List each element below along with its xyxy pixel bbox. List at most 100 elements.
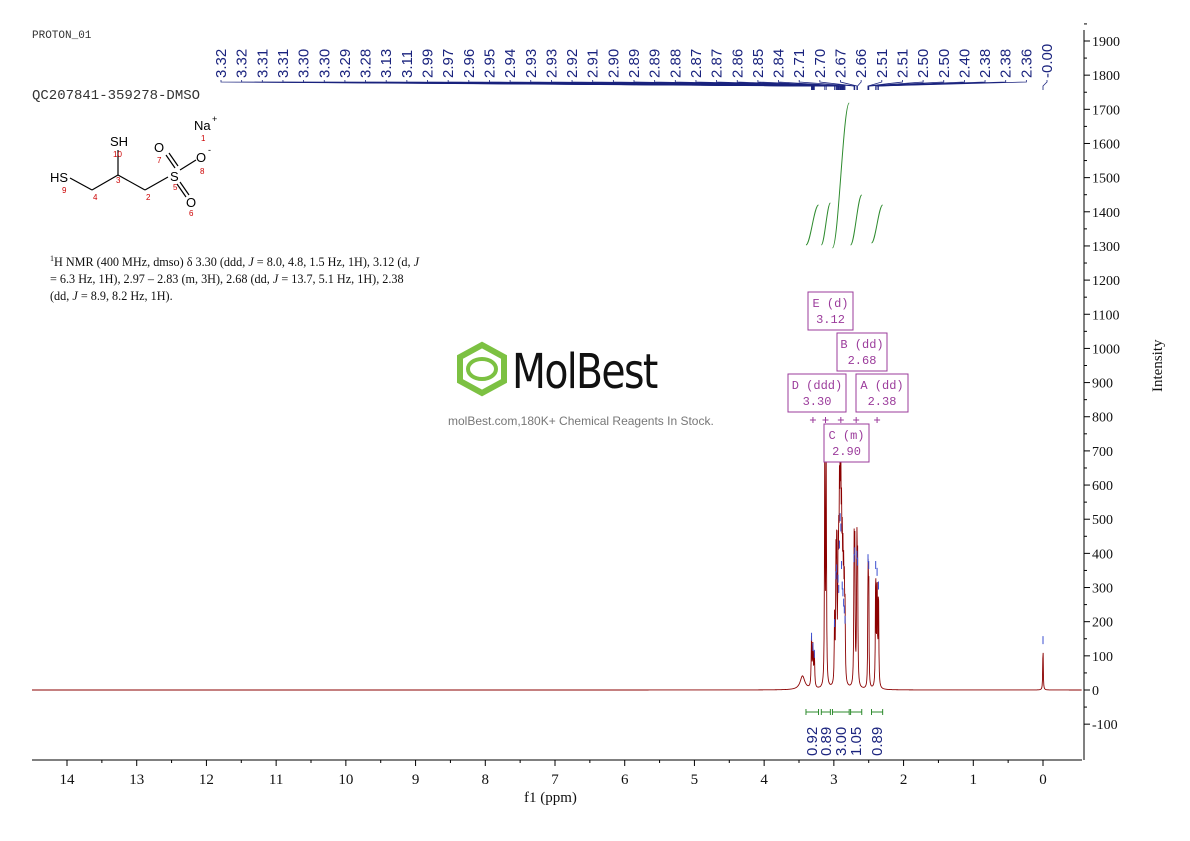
peak-label-leader [716,80,844,90]
x-axis-label: f1 (ppm) [524,790,577,806]
x-tick-label: 8 [482,772,490,788]
y-tick-label: 700 [1092,445,1113,460]
multiplet-label: C (m) [828,429,864,443]
peak-shift-label: 3.31 [275,49,292,78]
peak-shift-label: 2.87 [709,49,726,78]
peak-shift-label: 3.32 [213,49,230,78]
peak-shift-label: 2.88 [667,49,684,78]
x-tick-label: 11 [269,772,283,788]
peak-shift-label: 3.11 [399,50,416,78]
x-tick-label: 5 [691,772,699,788]
y-tick-label: 1200 [1092,274,1120,289]
multiplet-boxes-group: E (d) 3.12 B (dd) 2.68 D (ddd) 3.30 A (dd) 2.38… [787,291,909,463]
peak-label-leader [878,80,1027,90]
nmr-description-sup: 1 [50,254,54,263]
peak-shift-label: 2.92 [564,49,581,78]
x-tick-label: 3 [830,772,838,788]
atom-6-number: 6 [189,209,194,218]
multiplet-shift: 3.30 [803,395,832,409]
x-tick-label: 13 [129,772,144,788]
peak-shift-label: 2.36 [1018,49,1035,78]
peak-shift-label: 2.67 [833,49,850,78]
peak-shift-label: 3.28 [358,49,375,78]
nmr-description: 1H NMR (400 MHz, dmso) δ 3.30 (ddd, J = … [50,250,420,305]
peak-shift-label: 2.40 [956,49,973,78]
carbon-2-number: 2 [146,193,151,202]
atom-na-charge: + [212,114,217,124]
y-tick-label: 600 [1092,479,1113,494]
y-tick-label: 0 [1092,684,1099,699]
peak-shift-label: 3.32 [234,49,251,78]
atom-8-number: 8 [200,167,205,176]
experiment-title: PROTON_01 [32,30,92,42]
peak-shift-label: 2.71 [791,49,808,78]
molbest-logo-icon [457,341,507,397]
x-tick-label: 2 [900,772,908,788]
y-tick-label: 1100 [1092,308,1119,323]
x-tick-label: 0 [1039,772,1047,788]
peak-shift-label: 2.93 [543,49,560,78]
multiplet-label: B (dd) [840,338,883,352]
atom-1-number: 1 [201,134,206,143]
peak-shift-label: 2.87 [688,49,705,78]
peak-label-leader [840,80,858,90]
y-tick-label: 900 [1092,377,1113,392]
nmr-description-text: H NMR (400 MHz, dmso) δ 3.30 (ddd, J = 8… [50,255,420,304]
molecule-structure: HS 9 4 3 2 SH 10 S 5 O 7 O - 8 O 6 Na + … [50,114,217,218]
integral-value-label: 0.92 [804,727,821,756]
multiplet-box [807,291,854,331]
y-tick-label: -100 [1092,718,1118,733]
integral-curve [805,204,820,246]
axes-group: 14 13 12 11 10 9 8 7 6 5 4 3 2 1 0-1000100200300400500… [32,23,1120,788]
integral-value-label: 3.00 [833,727,850,756]
peak-label-leader [757,80,845,90]
peak-shift-label: 2.96 [461,49,478,78]
integral-curve [850,194,863,246]
peak-shift-label: 2.51 [874,49,891,78]
y-tick-label: 400 [1092,547,1113,562]
peak-shift-label: 2.70 [812,49,829,78]
peak-shift-label: 2.84 [771,49,788,78]
peak-shift-label: 3.30 [316,49,333,78]
peak-shift-label: 2.86 [729,49,746,78]
x-tick-label: 1 [970,772,978,788]
peak-label-leader [868,80,945,90]
multiplet-label: D (ddd) [792,379,842,393]
atom-10-number: 10 [113,150,122,159]
peak-label-leader [736,80,845,90]
x-tick-label: 6 [621,772,629,788]
multiplet-shift: 3.12 [816,313,845,327]
peak-shift-label: 3.31 [254,49,271,78]
peak-shift-label: 2.94 [502,49,519,78]
x-tick-label: 10 [338,772,353,788]
peak-label-leader [867,80,903,90]
peak-shift-label: 2.50 [936,49,953,78]
x-tick-label: 7 [551,772,559,788]
peak-shift-label: 2.99 [420,49,437,78]
sample-id: QC207841-359278-DMSO [32,88,201,104]
peak-label-leader [778,80,846,90]
atom-5-number: 5 [173,183,178,192]
integral-value-label: 0.89 [818,727,835,756]
multiplet-label: A (dd) [860,379,903,393]
y-tick-label: 200 [1092,616,1113,631]
multiplet-box [787,373,847,413]
y-tick-label: 300 [1092,582,1113,597]
y-tick-label: 1700 [1092,103,1120,118]
atom-7-number: 7 [157,156,162,165]
peak-shift-label: 2.95 [481,49,498,78]
integral-curve [871,204,884,244]
y-tick-label: 800 [1092,411,1113,426]
multiplet-shift: 2.38 [868,395,897,409]
multiplet-box [823,423,870,463]
peak-label-leader [857,80,862,90]
peak-label-leader [875,80,965,90]
peak-shift-label: 2.89 [647,49,664,78]
x-tick-label: 9 [412,772,420,788]
multiplet-shift: 2.68 [848,354,877,368]
atom-na-label: Na [194,118,211,133]
peak-shift-label: 3.29 [337,49,354,78]
peak-label-leader [1042,80,1048,90]
y-tick-label: 1300 [1092,240,1120,255]
